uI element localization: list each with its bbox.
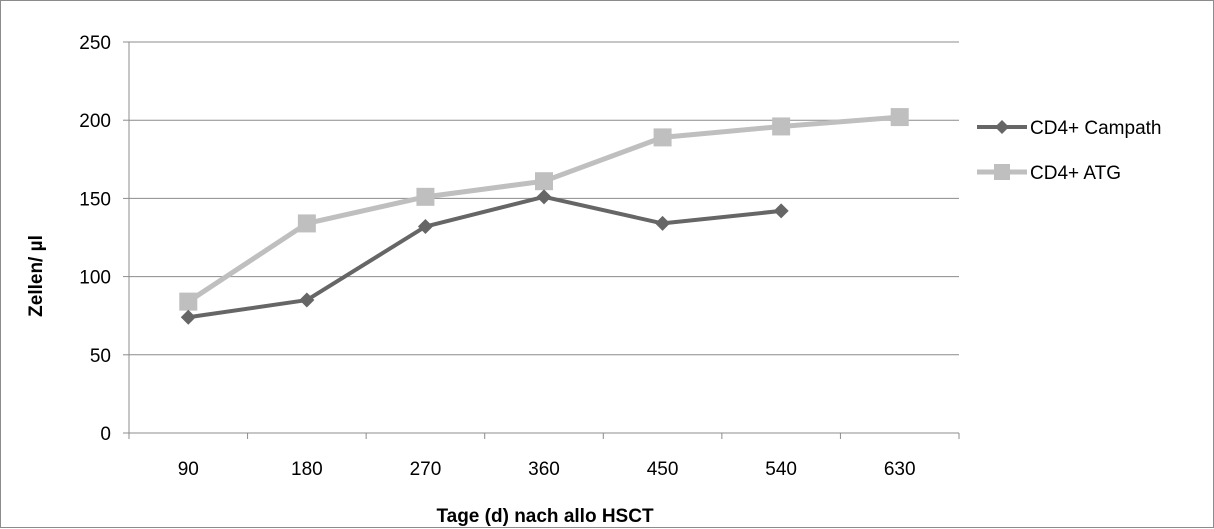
marker-cd4-campath-180 [299, 292, 315, 308]
marker-cd4-atg-450 [653, 128, 672, 147]
y-tick-label-250: 250 [79, 33, 111, 54]
x-tick-label-450: 450 [647, 459, 679, 480]
y-tick-label-200: 200 [79, 111, 111, 132]
x-tick-label-180: 180 [291, 459, 323, 480]
marker-cd4-campath-90 [180, 309, 196, 325]
series-layer [179, 108, 909, 325]
series-line-cd4-campath [187, 194, 782, 320]
marker-cd4-campath-450 [655, 215, 671, 231]
legend-item-cd4-atg: CD4+ ATG [977, 163, 1121, 184]
y-tick-label-0: 0 [100, 424, 111, 445]
legend-label-cd4-atg: CD4+ ATG [1030, 163, 1121, 184]
legend-label-cd4-campath: CD4+ Campath [1030, 118, 1161, 139]
x-tick-labels: 90 180 270 360 450 540 630 [178, 459, 916, 480]
x-tick-label-90: 90 [178, 459, 199, 480]
marker-cd4-campath-360 [536, 189, 552, 205]
marker-cd4-campath-540 [773, 203, 789, 219]
marker-cd4-atg-630 [890, 108, 909, 127]
x-tick-label-630: 630 [884, 459, 916, 480]
series-cd4-campath [180, 189, 789, 325]
x-tick-label-270: 270 [410, 459, 442, 480]
x-axis-title: Tage (d) nach allo HSCT [436, 506, 654, 527]
x-tick-label-540: 540 [765, 459, 797, 480]
marker-cd4-atg-360 [535, 172, 553, 191]
marker-cd4-atg-540 [772, 117, 791, 136]
y-tick-label-100: 100 [79, 268, 111, 289]
legend: CD4+ Campath CD4+ ATG [977, 118, 1161, 184]
series-cd4-atg [179, 108, 909, 311]
marker-cd4-atg-90 [179, 292, 198, 311]
marker-cd4-atg-270 [416, 187, 435, 206]
y-tick-label-150: 150 [79, 189, 111, 210]
legend-marker-cd4-campath [995, 120, 1009, 134]
marker-cd4-campath-270 [417, 219, 433, 235]
axes [123, 41, 960, 439]
series-line-cd4-atg [186, 114, 900, 304]
legend-item-cd4-campath: CD4+ Campath [977, 118, 1161, 139]
y-tick-labels: 0 50 100 150 200 250 [79, 33, 111, 445]
y-axis-title: Zellen/ µl [26, 235, 47, 317]
marker-cd4-atg-180 [297, 214, 316, 233]
legend-marker-cd4-atg [994, 164, 1010, 180]
y-tick-label-50: 50 [90, 346, 111, 367]
x-tick-label-360: 360 [528, 459, 560, 480]
